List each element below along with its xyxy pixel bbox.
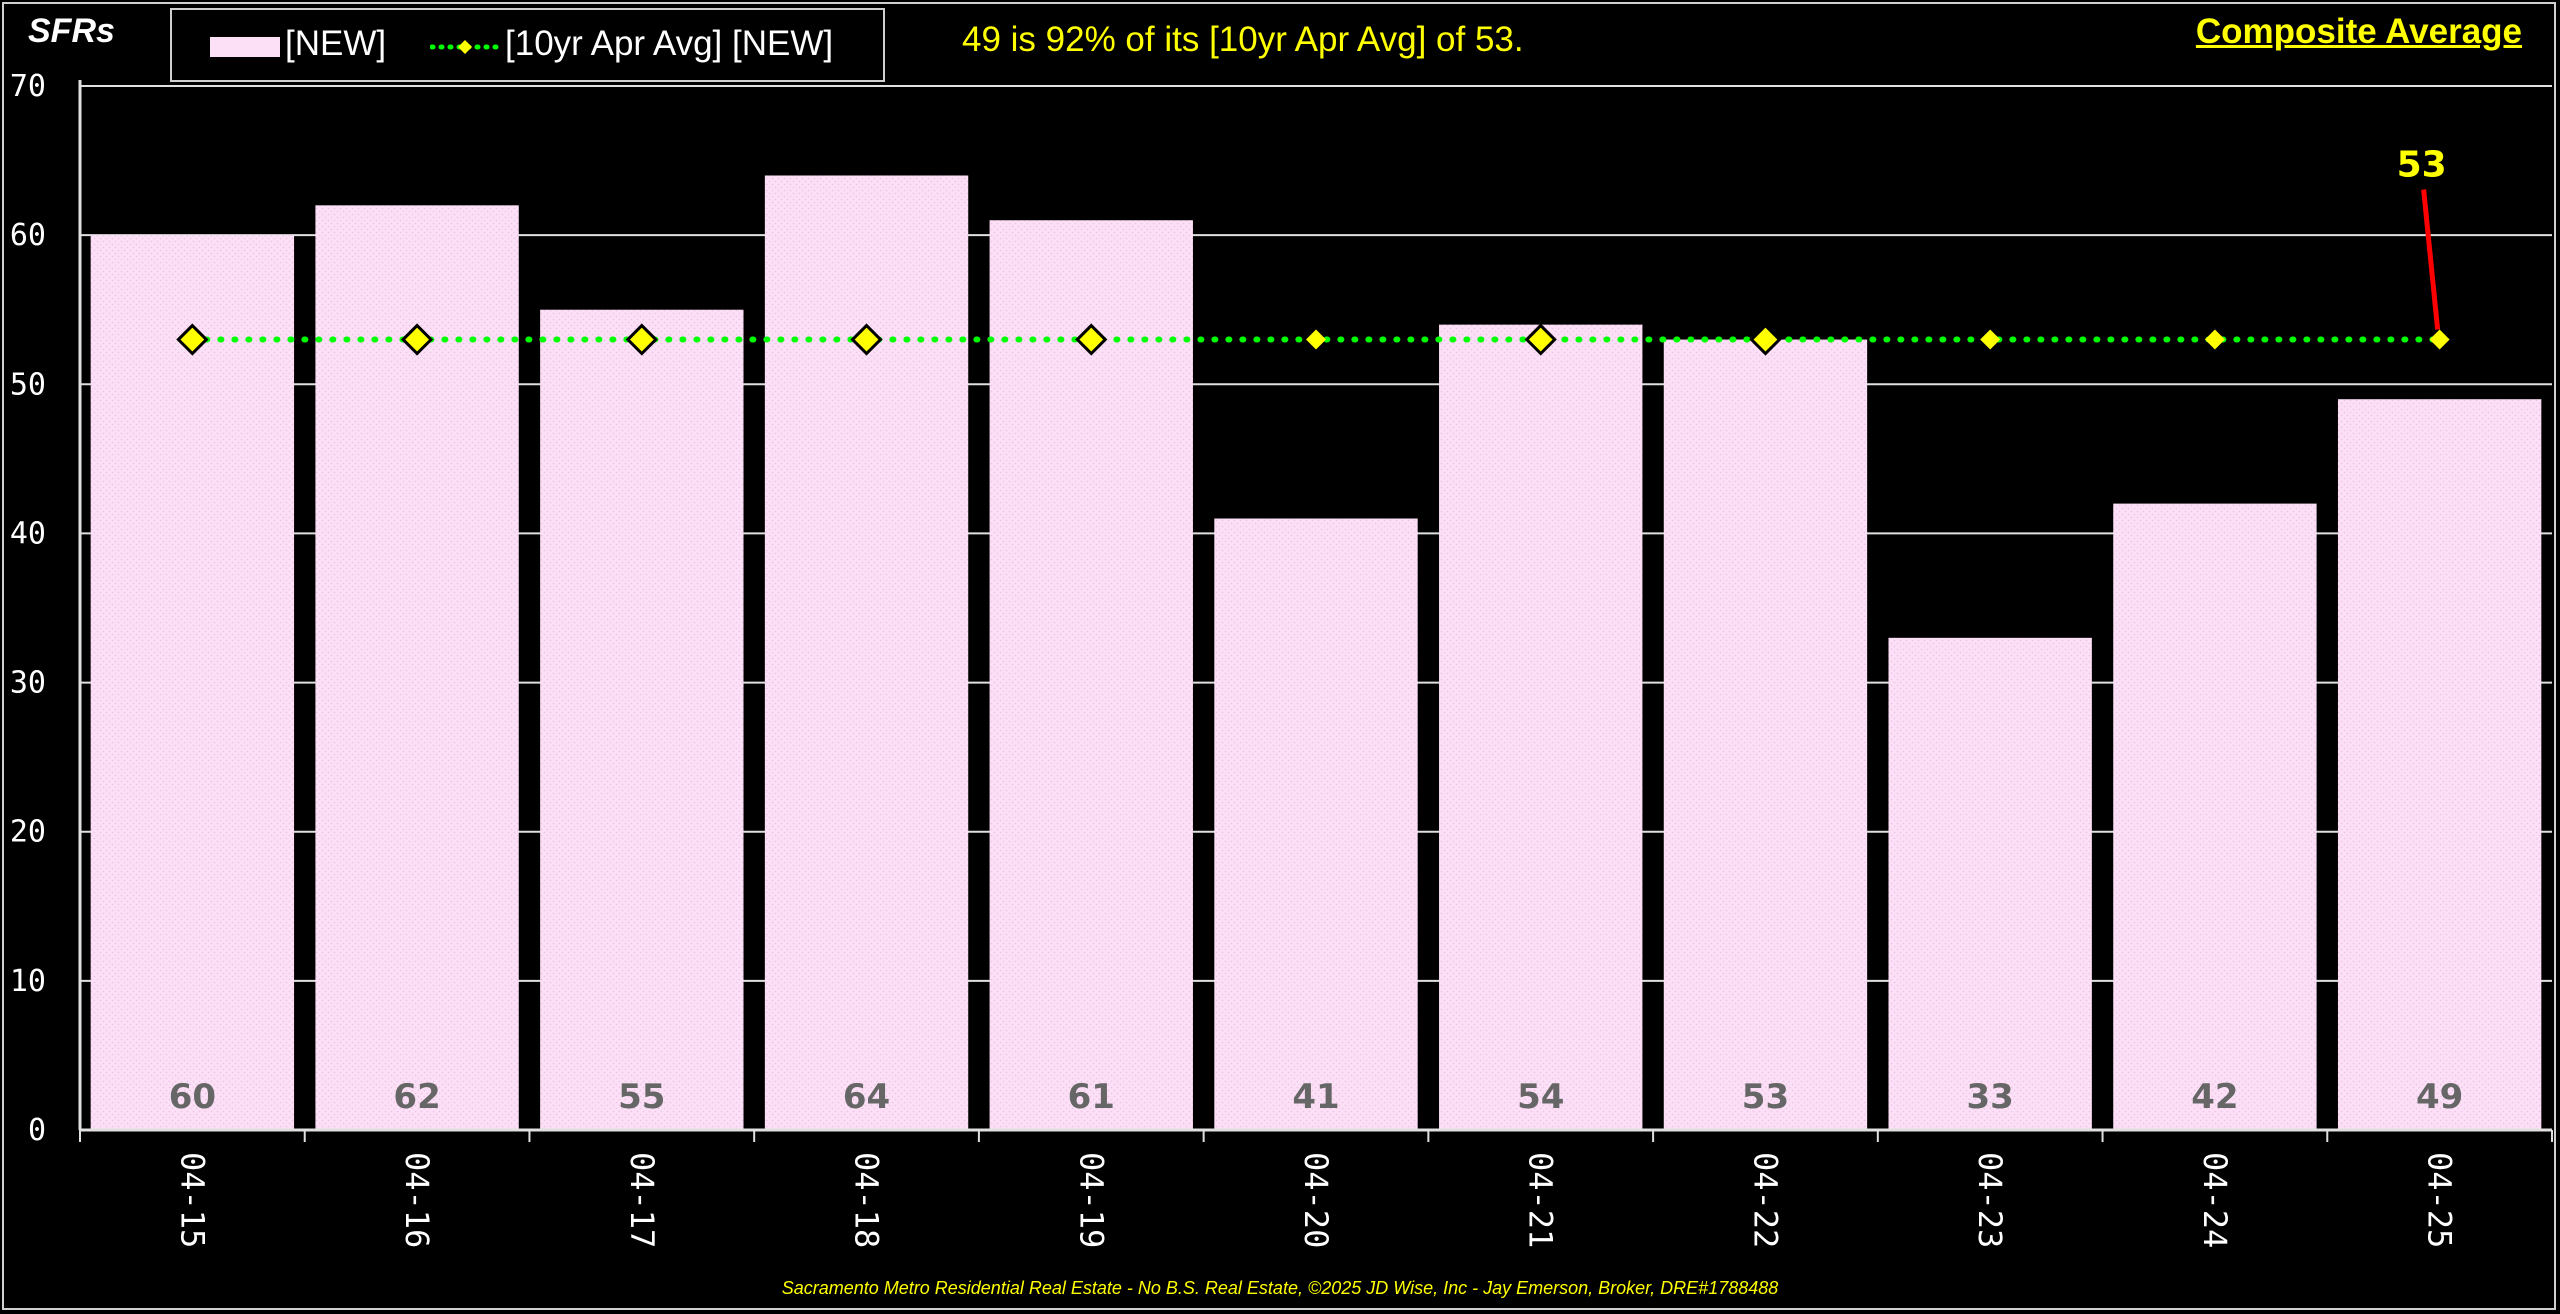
avg-point-marker — [1075, 323, 1108, 356]
avg-point-marker — [400, 323, 434, 356]
callout-label: 53 — [2397, 145, 2447, 186]
y-tick-label: 70 — [10, 69, 46, 104]
legend-label-new: [NEW] — [285, 24, 387, 63]
x-tick-label: 04-24 — [2196, 1152, 2234, 1248]
legend-swatch-new — [210, 37, 280, 57]
y-tick-label: 50 — [10, 367, 46, 402]
avg-point-marker — [1749, 323, 1782, 356]
y-tick-label: 10 — [10, 964, 46, 999]
legend-label-avg: [10yr Apr Avg] [NEW] — [505, 24, 834, 63]
bar — [1214, 518, 1418, 1130]
x-tick-label: 04-22 — [1746, 1152, 1784, 1248]
bar-data-label: 33 — [1967, 1077, 2014, 1117]
bar — [2113, 503, 2317, 1131]
bar — [2337, 399, 2542, 1130]
x-tick-label: 04-23 — [1971, 1152, 2009, 1248]
bar-data-label: 41 — [1292, 1077, 1339, 1117]
y-tick-label: 0 — [28, 1113, 46, 1148]
x-tick-label: 04-20 — [1297, 1152, 1335, 1248]
bar — [764, 175, 969, 1130]
legend: [NEW] [10yr Apr Avg] [NEW] — [170, 8, 885, 82]
avg-point-marker — [1980, 329, 2001, 350]
footer-credit: Sacramento Metro Residential Real Estate… — [781, 1278, 1779, 1298]
y-tick-label: 20 — [10, 815, 46, 850]
x-tick-label: 04-15 — [173, 1152, 211, 1248]
bar-data-label: 54 — [1517, 1077, 1564, 1117]
x-tick-label: 04-25 — [2421, 1152, 2459, 1248]
avg-point-marker — [2204, 329, 2225, 350]
avg-point-marker — [1524, 323, 1557, 356]
bar — [1888, 637, 2092, 1130]
bar-data-label: 64 — [843, 1077, 890, 1117]
x-tick-label: 04-21 — [1522, 1152, 1560, 1248]
x-tick-label: 04-16 — [398, 1152, 436, 1248]
y-axis-label: SFRs — [28, 12, 115, 50]
bar — [1439, 324, 1643, 1131]
x-tick-label: 04-18 — [848, 1152, 886, 1248]
y-tick-label: 30 — [10, 666, 46, 701]
bar-data-label: 55 — [618, 1077, 665, 1117]
bar — [540, 309, 744, 1130]
y-tick-label: 40 — [10, 516, 46, 551]
avg-point-marker — [176, 323, 209, 356]
legend-swatch-avg — [430, 40, 500, 54]
avg-point-marker — [850, 323, 883, 356]
avg-point-marker — [1306, 329, 1326, 350]
bar-data-label: 42 — [2191, 1077, 2238, 1117]
bar — [1663, 339, 1868, 1130]
callout-arrow — [2421, 189, 2441, 330]
bar-data-label: 62 — [393, 1077, 440, 1117]
bar — [315, 205, 519, 1131]
bar-data-label: 49 — [2416, 1077, 2463, 1117]
avg-point-marker — [625, 323, 658, 356]
x-tick-label: 04-17 — [623, 1152, 661, 1248]
composite-average-link[interactable]: Composite Average — [2195, 12, 2522, 51]
bar-data-label: 53 — [1742, 1077, 1789, 1117]
bar-data-label: 61 — [1068, 1077, 1115, 1117]
y-tick-label: 60 — [10, 218, 46, 253]
bar-data-label: 60 — [169, 1077, 216, 1117]
avg-point-marker — [2429, 329, 2450, 350]
bar — [989, 220, 1193, 1130]
summary-text: 49 is 92% of its [10yr Apr Avg] of 53. — [962, 20, 1524, 59]
x-tick-label: 04-19 — [1072, 1152, 1110, 1248]
bar — [90, 235, 295, 1131]
